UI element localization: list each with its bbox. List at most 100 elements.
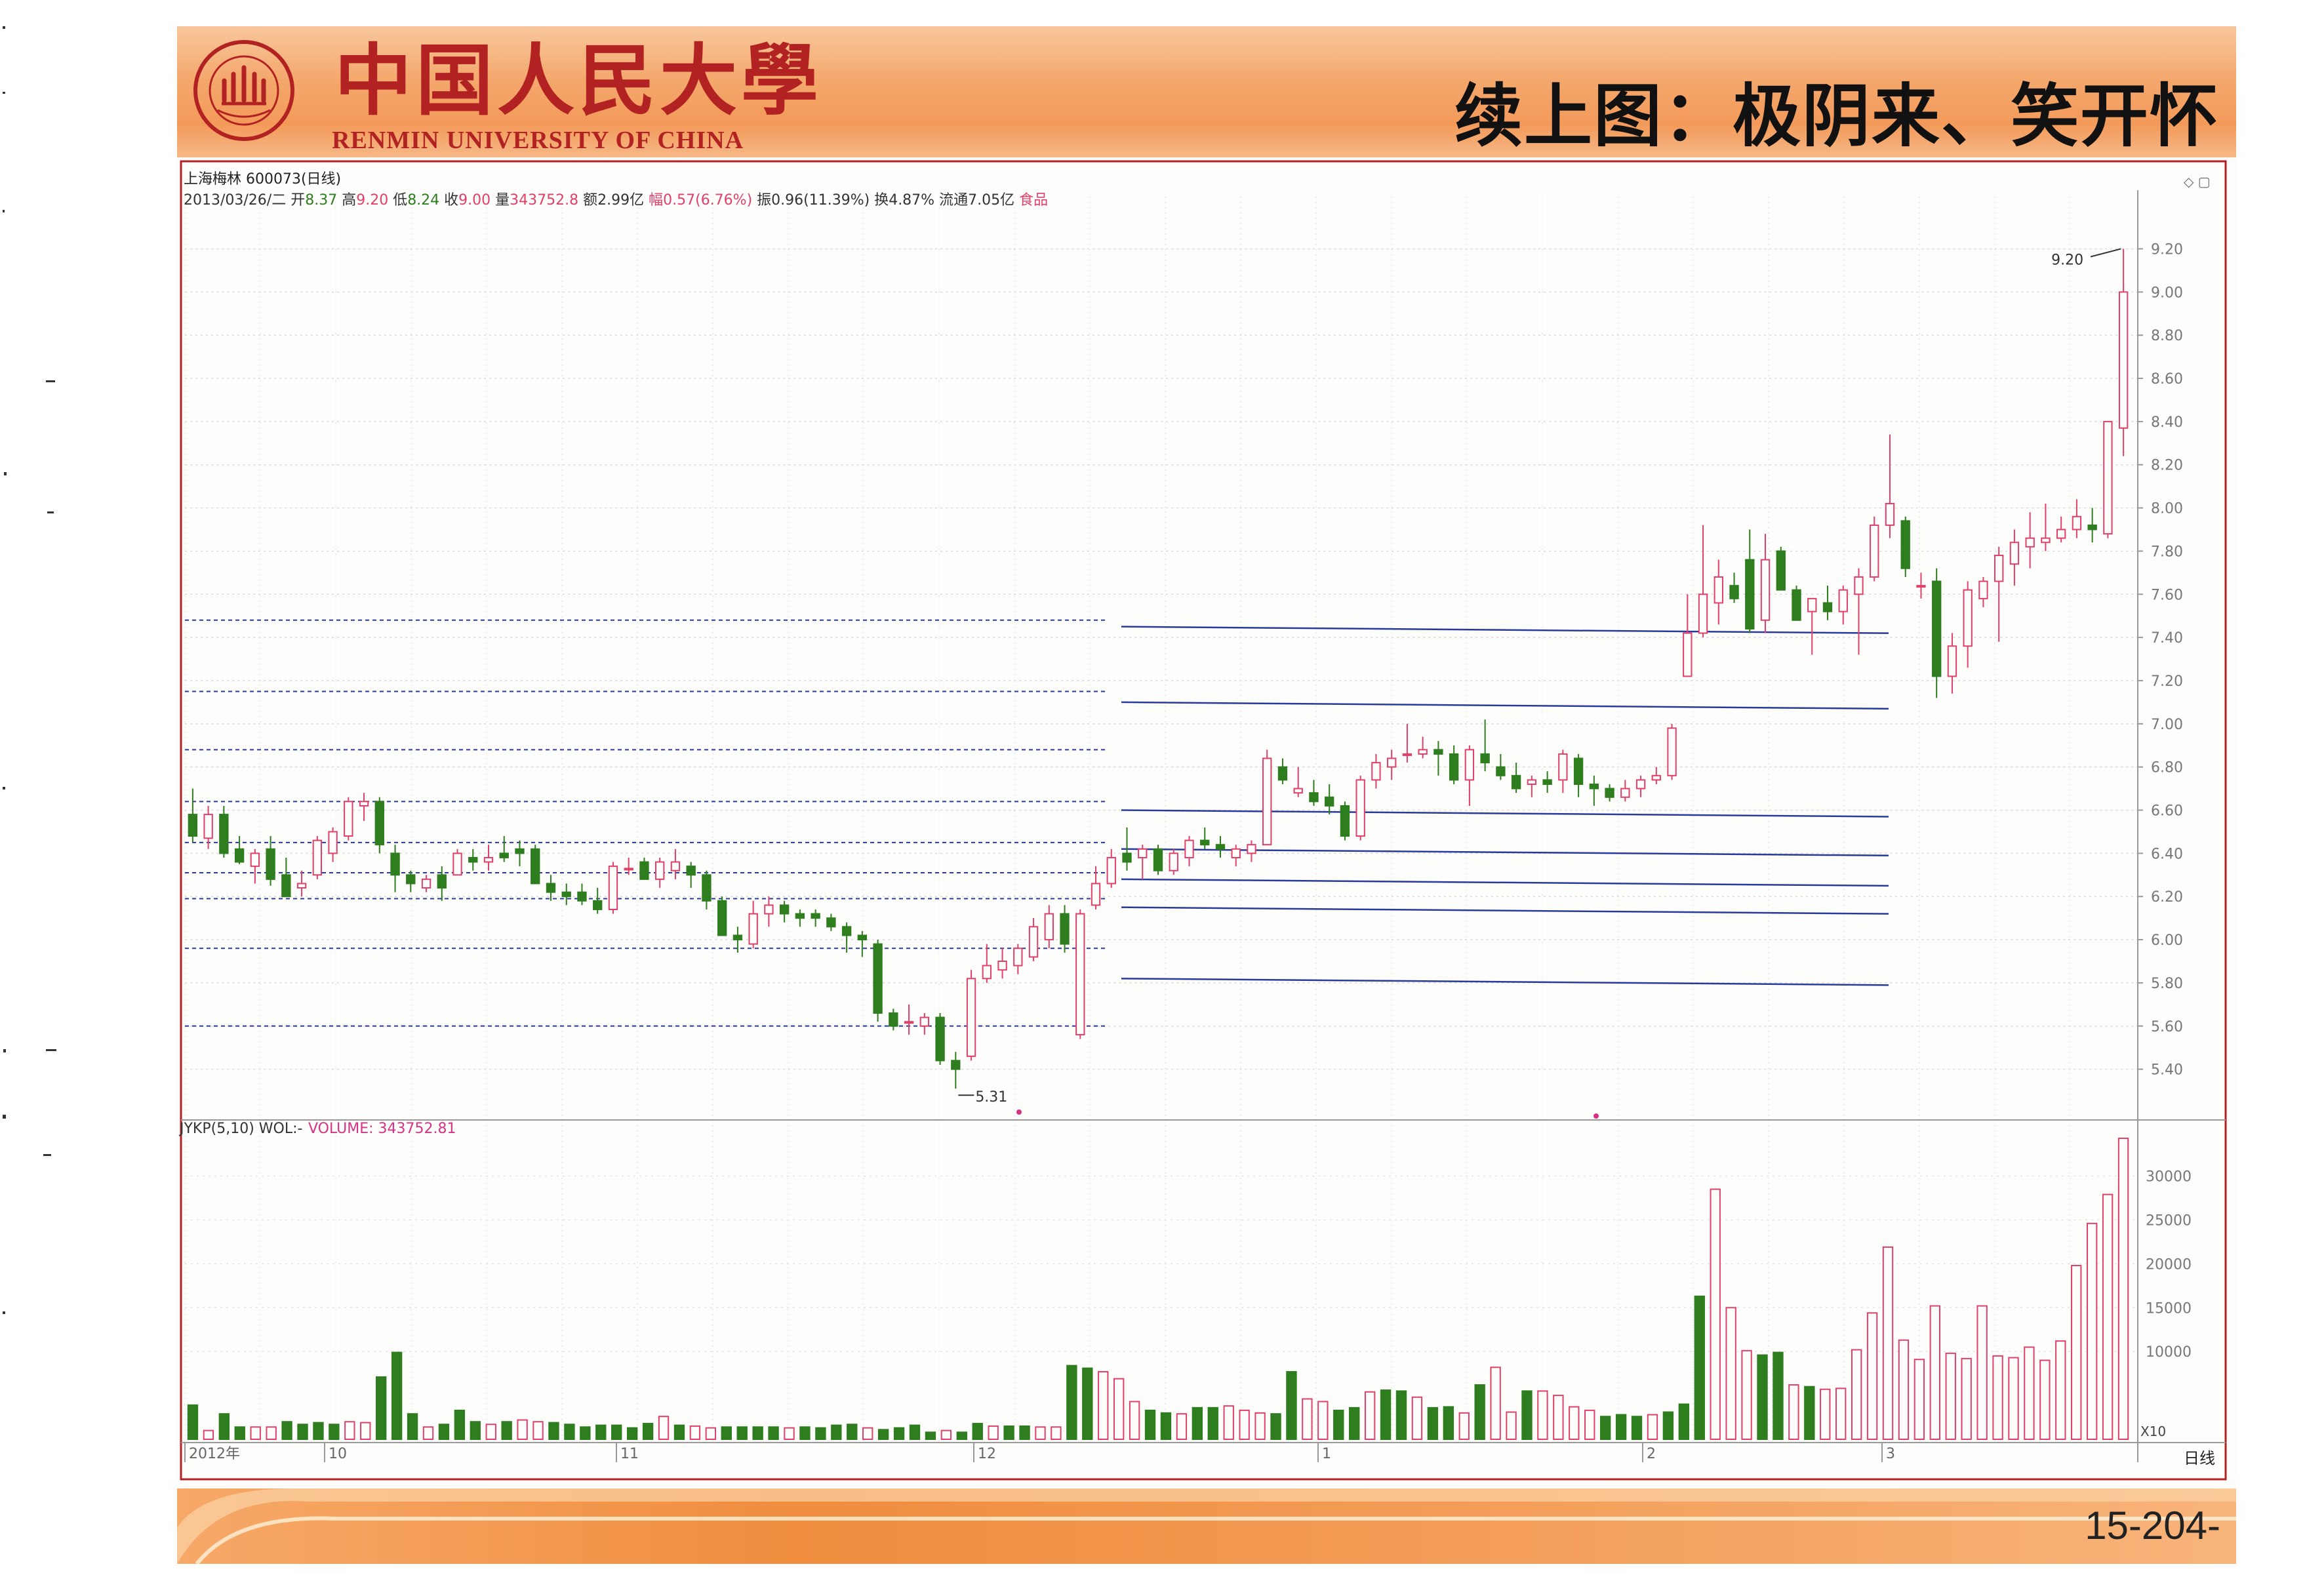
volume-bar-up xyxy=(2086,1222,2098,1440)
volume-unit-label: X10 xyxy=(2140,1424,2166,1439)
candlestick xyxy=(1184,836,1194,867)
candlestick xyxy=(889,1008,898,1031)
candlestick xyxy=(2041,504,2051,551)
candlestick xyxy=(452,848,462,876)
candlestick xyxy=(1153,845,1163,875)
candlestick xyxy=(1807,597,1817,655)
candlestick xyxy=(1169,848,1178,875)
candlestick xyxy=(1091,866,1101,909)
volume-bar-up xyxy=(1113,1378,1125,1440)
volume-bar-up xyxy=(1490,1367,1501,1440)
volume-bar-up xyxy=(250,1426,261,1440)
candlestick xyxy=(437,866,447,901)
volume-bar-down xyxy=(580,1426,591,1440)
candle-body-down xyxy=(1822,602,1833,612)
candlestick xyxy=(1792,586,1801,621)
candle-body-down xyxy=(1200,839,1210,846)
candle-body-up xyxy=(250,852,260,868)
candle-body-down xyxy=(188,814,198,837)
candlestick xyxy=(1075,909,1085,1039)
volume-bar-down xyxy=(548,1422,559,1440)
volume-tick-label: 15000 xyxy=(2146,1300,2192,1317)
candlestick xyxy=(1231,845,1241,867)
candle-body-up xyxy=(1527,779,1537,786)
candlestick xyxy=(1916,572,1926,599)
candle-body-down xyxy=(1900,520,1910,569)
candle-body-down xyxy=(702,874,712,902)
volume-bar-up xyxy=(862,1427,873,1440)
volume-tick-label: 30000 xyxy=(2146,1169,2192,1186)
volume-bar-down xyxy=(1662,1411,1674,1440)
candlestick xyxy=(312,836,322,879)
candle-body-down xyxy=(935,1016,945,1062)
info-segment: 低 xyxy=(388,192,407,209)
info-segment: 2013/03/26/二 开 xyxy=(184,192,305,209)
volume-bar-down xyxy=(564,1424,575,1440)
candle-body-up xyxy=(2041,537,2051,544)
candle-body-down xyxy=(1776,550,1786,591)
candle-body-down xyxy=(1325,796,1334,807)
candlestick xyxy=(935,1013,945,1066)
volume-bar-down xyxy=(673,1424,685,1441)
period-label[interactable]: 日线 xyxy=(2184,1449,2215,1467)
candlestick xyxy=(1760,534,1771,633)
volume-bar-down xyxy=(1286,1370,1297,1441)
x-axis-label: 3 xyxy=(1886,1446,1895,1462)
candlestick xyxy=(1418,736,1428,759)
candlestick xyxy=(1589,775,1599,806)
volume-bar-down xyxy=(501,1421,512,1441)
candlestick xyxy=(2009,529,2020,586)
candle-body-down xyxy=(889,1012,898,1027)
candle-body-up xyxy=(1138,848,1148,858)
candle-body-up xyxy=(1667,727,1677,776)
candle-body-down xyxy=(1792,589,1801,621)
volume-bar-up xyxy=(1458,1412,1470,1440)
candlestick xyxy=(296,870,307,897)
volume-bar-down xyxy=(1082,1367,1093,1440)
volume-bar-down xyxy=(642,1422,654,1440)
volume-bar-up xyxy=(517,1419,528,1441)
candlestick xyxy=(406,870,416,892)
candle-body-down xyxy=(717,900,727,936)
volume-bar-down xyxy=(721,1426,732,1440)
volume-bar-up xyxy=(1553,1395,1564,1441)
volume-bar-down xyxy=(281,1421,292,1441)
volume-bar-up xyxy=(658,1416,670,1441)
candle-body-down xyxy=(266,848,275,880)
info-segment: 343752.8 xyxy=(510,192,578,209)
candle-body-up xyxy=(1184,839,1194,858)
candle-body-down xyxy=(437,874,447,889)
volume-bar-down xyxy=(1443,1406,1454,1441)
candlestick xyxy=(857,930,868,957)
candlestick xyxy=(608,862,618,914)
candlestick xyxy=(779,900,790,923)
solid-level-line xyxy=(1121,978,1889,986)
candlestick xyxy=(732,927,743,953)
slide-footer: 15-204- xyxy=(177,1488,2236,1564)
volume-bar-up xyxy=(1929,1305,1940,1441)
solid-level-line xyxy=(1121,878,1889,887)
volume-bar-down xyxy=(1192,1406,1203,1440)
candlestick xyxy=(2087,508,2097,543)
candle-body-up xyxy=(483,856,494,863)
volume-tick-label: 25000 xyxy=(2146,1212,2192,1229)
volume-bar-up xyxy=(2039,1359,2051,1441)
volume-bar-down xyxy=(391,1351,403,1440)
x-axis-label: 1 xyxy=(1322,1446,1331,1462)
candle-body-down xyxy=(561,891,571,898)
window-control-icons[interactable]: ◇ ▢ xyxy=(2184,174,2211,190)
volume-bar-down xyxy=(1757,1354,1768,1440)
candle-body-down xyxy=(1496,766,1506,776)
volume-bar-up xyxy=(1584,1409,1595,1441)
candle-body-down xyxy=(779,904,790,915)
price-tick-label: 5.60 xyxy=(2151,1019,2183,1035)
price-tick-label: 6.80 xyxy=(2151,760,2183,776)
volume-bar-down xyxy=(626,1427,638,1440)
candlestick xyxy=(281,857,291,898)
candle-body-up xyxy=(1807,597,1817,612)
price-tick-label: 8.00 xyxy=(2151,501,2183,517)
candle-body-up xyxy=(748,913,758,945)
candlestick xyxy=(1932,568,1942,698)
candle-body-up xyxy=(421,878,431,889)
volume-bar-down xyxy=(470,1421,481,1441)
